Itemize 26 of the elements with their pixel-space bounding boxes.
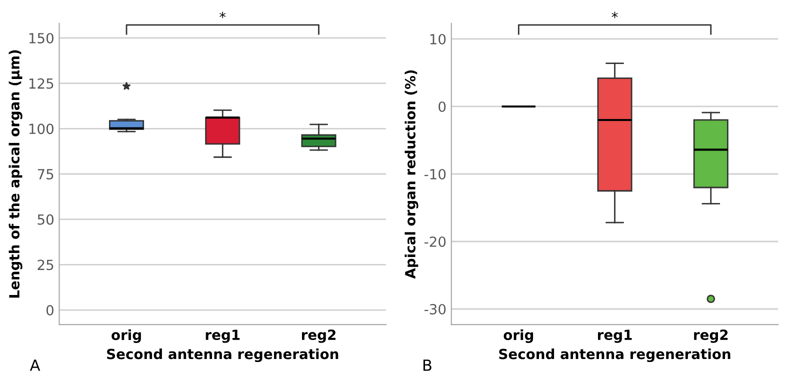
y-tick-label: 0 <box>46 304 54 316</box>
y-tick-label: 0 <box>438 101 446 112</box>
y-tick-label: 100 <box>29 124 54 134</box>
y-axis-title: Length of the apical organ (µm) <box>8 50 22 298</box>
y-tick-label: 150 <box>29 32 54 44</box>
text: B <box>423 360 432 371</box>
y-tick-label: -10 <box>424 168 446 180</box>
x-tick-label: orig <box>504 329 534 343</box>
x-tick-label: reg1 <box>206 330 240 343</box>
x-tick-label: reg2 <box>694 330 728 343</box>
x-axis-title: Second antenna regeneration <box>107 348 338 362</box>
x-tick-label: reg1 <box>598 330 632 343</box>
y-axis-title: Apical organ reduction (%) <box>404 70 418 279</box>
y-tick-label: -30 <box>424 304 446 314</box>
y-tick-label: -20 <box>424 236 446 247</box>
text: * <box>220 12 226 18</box>
y-tick-label: 10 <box>430 34 446 44</box>
text: A <box>30 360 40 371</box>
y-tick-label: 75 <box>38 169 54 180</box>
text: * <box>612 12 618 18</box>
x-tick-label: orig <box>112 329 141 343</box>
x-axis-title: Second antenna regeneration <box>499 348 730 362</box>
y-tick-label: 25 <box>38 260 54 270</box>
y-tick-label: 125 <box>29 78 54 89</box>
x-tick-label: reg2 <box>302 330 336 343</box>
y-tick-label: 50 <box>38 214 54 225</box>
